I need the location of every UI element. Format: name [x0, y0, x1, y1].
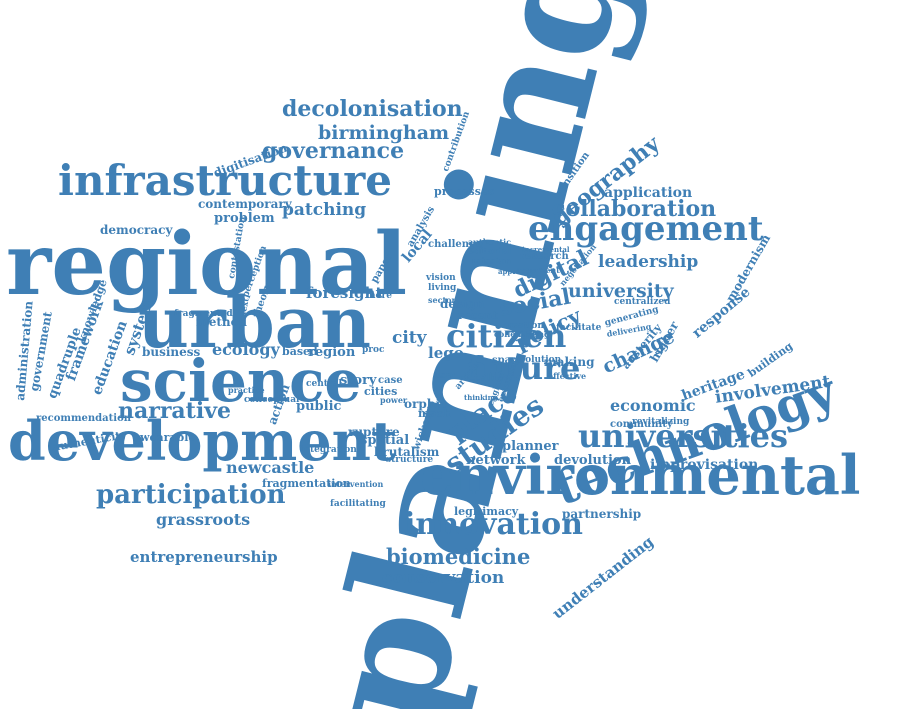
word-narrative: narrative [118, 398, 231, 424]
word-improvisation: improvisation [650, 457, 759, 473]
word-partnership: partnership [562, 507, 642, 521]
word-approach: approach [498, 267, 535, 276]
word-governance: governance [262, 138, 405, 164]
word-processes: processes [434, 185, 495, 198]
word-fragmentation: fragmentation [262, 477, 351, 490]
word-method: method [196, 315, 247, 329]
word-decolonisation: decolonisation [282, 96, 463, 122]
word-centralized: centralized [614, 297, 671, 307]
word-cities: cities [364, 385, 398, 398]
word-user: user [434, 371, 457, 381]
word-citizen: citizen [446, 317, 567, 355]
word-regional: regional [6, 214, 408, 315]
word-city: city [392, 328, 427, 348]
word-spatial: spatial [360, 433, 410, 448]
word-design: design [440, 297, 485, 311]
word-universities: universities [578, 417, 788, 455]
word-problem: problem [214, 211, 275, 226]
word-grassroots: grassroots [156, 510, 251, 529]
word-fragmented: fragmented [174, 309, 233, 319]
word-revitalizing: revitalizing [632, 417, 690, 427]
word-proc: proc [362, 345, 385, 355]
word-engagement: engagement [528, 209, 764, 249]
word-research: research [520, 251, 569, 262]
word-contemporary: contemporary [198, 197, 292, 211]
word-solution: solution [520, 355, 562, 365]
word-lego: lego [428, 344, 464, 362]
word-shaping: shaping [514, 329, 550, 339]
word-making: making [544, 355, 595, 369]
word-newcastle: newcastle [226, 458, 315, 477]
word-entrepreneurship: entrepreneurship [130, 548, 278, 566]
word-telling: telling [474, 373, 511, 384]
word-leadership: leadership [598, 252, 699, 272]
word-participation: participation [96, 480, 286, 510]
word-legitimacy: legitimacy [454, 505, 519, 518]
word-response: response [689, 284, 754, 342]
word-conceptual: conceptual [244, 395, 300, 405]
word-wearable: wearable [140, 431, 196, 444]
word-power: power [380, 395, 408, 405]
word-patching: patching [282, 200, 367, 220]
word-community: community [610, 419, 673, 430]
word-brutalism: brutalism [374, 445, 440, 459]
word-rupture: rupture [348, 425, 400, 439]
word-editorial: editorial [468, 247, 512, 257]
word-urban: urban [138, 281, 371, 364]
word-recent: recent [458, 309, 498, 322]
word-incremental: incremental [522, 245, 570, 254]
word-sector: sector [428, 295, 456, 305]
word-facilitate: facilitate [556, 323, 602, 333]
word-collective: collective [494, 329, 537, 339]
word-effective: effective [548, 371, 587, 381]
word-more: more [366, 291, 392, 301]
word-mission: mission [472, 257, 512, 267]
word-authentic: authentic [468, 237, 512, 247]
word-understanding: understanding [548, 532, 658, 623]
word-university: university [568, 280, 674, 302]
word-intervention: intervention [328, 479, 384, 489]
word-case: case [378, 375, 403, 386]
word-orphic: orphic [404, 397, 448, 411]
word-recommendation: recommendation [36, 413, 132, 424]
word-living: living [428, 283, 457, 293]
word-based: based [282, 345, 318, 358]
word-network: network [466, 453, 526, 468]
word-space: space [492, 355, 524, 366]
word-facilitating: facilitating [330, 499, 386, 509]
word-vision: vision [426, 273, 456, 283]
word-integration: integration [300, 445, 357, 455]
word-future: future [468, 349, 581, 387]
word-foresight: foresight [306, 284, 383, 302]
word-challenge: challenge [428, 239, 483, 250]
word-collaboration: collaboration [552, 196, 717, 222]
word-structure: structure [386, 455, 434, 465]
word-innovation: innovation [404, 507, 583, 542]
word-mash: mash [418, 407, 451, 420]
word-economic: economic [610, 396, 696, 415]
word-central: central [306, 379, 342, 389]
word-planner: planner [502, 439, 559, 454]
word-democracy: democracy [100, 223, 173, 237]
word-argument: argument [516, 265, 560, 275]
word-business: business [142, 345, 201, 359]
word-environmental: environmental [420, 443, 861, 507]
word-conservation: conservation [382, 568, 505, 588]
word-creation: creation [502, 321, 544, 331]
word-public: public [296, 399, 342, 414]
word-application: application [604, 185, 693, 201]
word-biomedicine: biomedicine [386, 544, 531, 569]
word-birmingham: birmingham [318, 122, 450, 144]
word-devolution: devolution [554, 453, 632, 468]
word-ecology: ecology [212, 340, 280, 359]
word-region: region [308, 345, 356, 360]
word-practice: practice [228, 385, 265, 395]
word-story: story [340, 373, 377, 388]
word-development: development [8, 409, 396, 473]
word-thinking: thinking [464, 393, 498, 402]
word-building: building [745, 339, 796, 380]
word-infrastructure: infrastructure [58, 156, 392, 205]
word-science: science [120, 347, 362, 415]
